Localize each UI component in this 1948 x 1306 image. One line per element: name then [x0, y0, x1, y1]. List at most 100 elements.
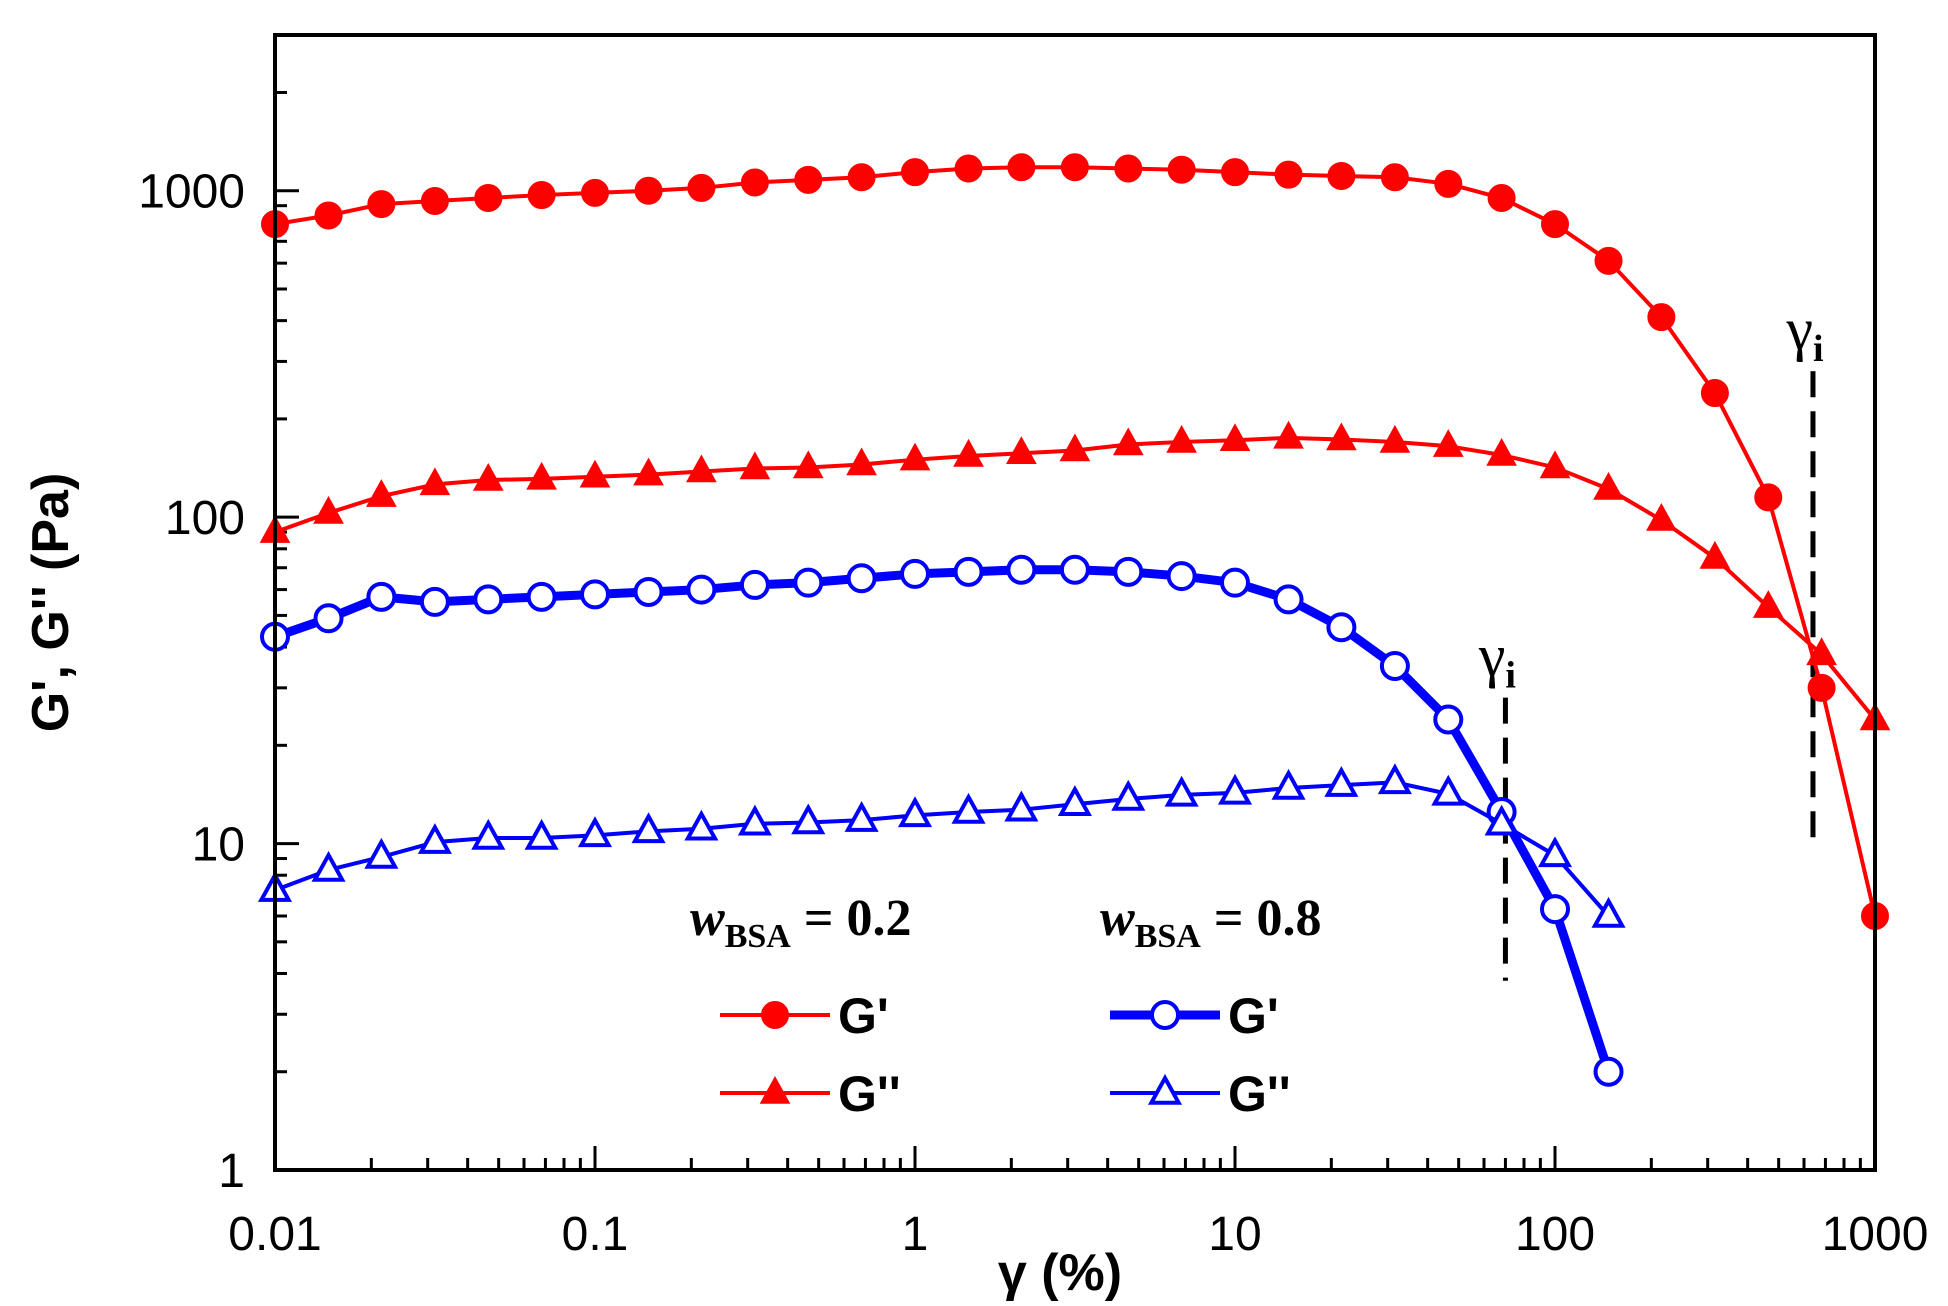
legend-marker: [759, 1075, 791, 1104]
data-point: [1007, 153, 1036, 182]
data-point: [1166, 424, 1197, 453]
data-point: [474, 184, 503, 213]
legend-value: = 0.2: [791, 890, 912, 947]
data-point: [1593, 1056, 1624, 1087]
legend-label: G': [838, 988, 889, 1044]
data-point: [579, 459, 611, 488]
axis-labels: 0.01 0.1 1 10 100 1000 1 10 100 1000 γ (%) G', G'' …: [22, 166, 1928, 1302]
data-point: [791, 803, 826, 835]
data-point: [1060, 153, 1089, 182]
y-tick-label: 10: [192, 819, 245, 872]
data-point: [472, 462, 504, 491]
data-point: [634, 176, 663, 205]
data-point: [314, 201, 343, 230]
data-point: [1484, 804, 1519, 836]
data-point: [1112, 427, 1144, 456]
data-point: [793, 567, 824, 598]
data-point: [847, 163, 876, 192]
data-point: [1700, 379, 1729, 408]
data-point: [366, 479, 397, 507]
data-point: [1433, 704, 1464, 735]
y-axis-title: G', G'' (Pa): [22, 473, 80, 733]
series-line: [273, 565, 1613, 1074]
legend-label: G'': [838, 1066, 901, 1122]
data-point: [1541, 210, 1569, 239]
data-point: [953, 556, 984, 587]
data-point: [1113, 556, 1144, 587]
data-point: [1220, 567, 1250, 598]
data-point: [739, 569, 770, 600]
data-point: [527, 181, 556, 210]
plot-frame: [273, 33, 1877, 1172]
data-point: [1219, 423, 1251, 452]
data-point: [1114, 154, 1143, 183]
data-point: [899, 442, 931, 471]
data-point: [1006, 554, 1037, 585]
data-point: [577, 816, 613, 848]
y-tick-label: 1: [218, 1145, 245, 1198]
data-point: [1273, 584, 1304, 615]
data-point: [951, 792, 986, 824]
data-point: [366, 581, 397, 612]
data-point: [1324, 766, 1359, 797]
legend-value: = 0.8: [1201, 890, 1322, 947]
data-point: [1754, 483, 1783, 512]
data-point: [1059, 554, 1090, 585]
data-point: [687, 173, 716, 202]
data-point: [633, 576, 664, 607]
data-point: [954, 154, 983, 183]
data-point: [792, 450, 824, 479]
data-point: [1326, 612, 1357, 643]
data-point: [633, 457, 664, 486]
legend-group-header: wBSA = 0.8: [1100, 890, 1321, 955]
data-point: [953, 438, 984, 467]
data-point: [1273, 420, 1304, 449]
data-point: [686, 454, 717, 483]
data-point: [1539, 450, 1571, 479]
data-point: [313, 495, 344, 524]
data-point: [1004, 790, 1039, 822]
data-point: [419, 467, 451, 496]
data-point: [737, 804, 772, 836]
data-point: [1217, 773, 1253, 805]
y-tick-label: 100: [165, 492, 245, 545]
gamma-i-subscript: i: [1505, 655, 1516, 697]
data-point: [1167, 155, 1196, 184]
data-point: [846, 447, 877, 476]
data-point: [631, 812, 666, 844]
series-layer: [257, 153, 1891, 1087]
data-point: [1537, 836, 1573, 868]
legend-marker: [1147, 1073, 1183, 1105]
data-point: [1806, 637, 1837, 666]
data-point: [473, 584, 504, 615]
y-tick-label: 1000: [138, 166, 245, 219]
data-point: [1059, 433, 1091, 462]
data-point: [1807, 673, 1836, 702]
gamma-i-label: γi: [1478, 623, 1516, 697]
data-point: [1274, 160, 1303, 189]
data-point: [313, 603, 344, 634]
data-point: [1594, 246, 1623, 275]
data-point: [367, 190, 396, 219]
data-point: [1540, 894, 1570, 925]
data-point: [419, 586, 450, 617]
data-point: [684, 809, 719, 841]
legend-entry: G': [1110, 988, 1279, 1044]
legend-prefix: w: [1100, 890, 1135, 947]
data-point: [1327, 161, 1356, 190]
legend-label: G': [1228, 988, 1279, 1044]
data-point: [1591, 896, 1626, 928]
data-point: [897, 796, 933, 828]
data-point: [686, 574, 717, 605]
data-point: [844, 801, 879, 832]
data-point: [1646, 503, 1677, 531]
data-point: [526, 461, 557, 490]
series-2: [260, 554, 1624, 1087]
data-point: [311, 850, 346, 882]
data-point: [1111, 779, 1146, 811]
legend-entry: G'': [1110, 1066, 1291, 1122]
series-0: [261, 153, 1889, 930]
data-point: [524, 818, 559, 850]
data-point: [1164, 775, 1199, 807]
data-point: [1379, 650, 1410, 681]
